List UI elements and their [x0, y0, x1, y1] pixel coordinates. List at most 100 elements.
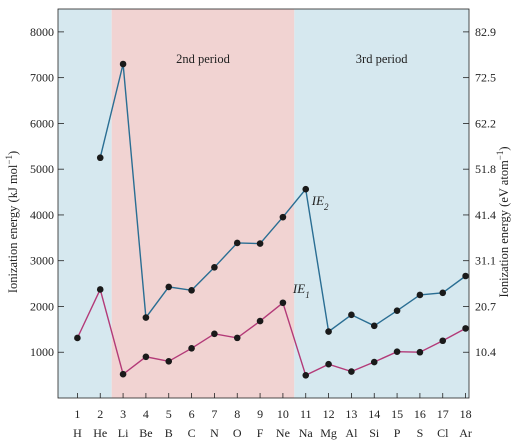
x-axis-symbol-label: N — [210, 426, 219, 440]
left-axis-title-superscript: −1 — [4, 155, 14, 165]
right-axis-title-main: Ionization energy (eV atom — [497, 160, 511, 298]
right-axis-tick-label: 51.8 — [475, 162, 496, 176]
data-point — [188, 287, 195, 294]
right-axis-tick-label: 72.5 — [475, 71, 496, 85]
x-axis-number-label: 15 — [391, 407, 403, 421]
left-axis-tick-label: 2000 — [30, 299, 54, 313]
data-point — [393, 348, 401, 355]
right-axis-tick-label: 31.1 — [475, 254, 496, 268]
x-axis-symbol-label: C — [188, 426, 196, 440]
x-axis-number-label: 13 — [345, 407, 357, 421]
period-band — [58, 9, 112, 398]
data-point — [370, 322, 378, 330]
x-axis-number-label: 2 — [97, 407, 103, 421]
x-axis-symbol-label: Si — [369, 426, 380, 440]
right-axis-tick-label: 82.9 — [475, 25, 496, 39]
data-point — [119, 60, 127, 68]
left-axis-title: Ionization energy (kJ mol−1) — [4, 151, 20, 293]
x-axis-number-label: 14 — [368, 407, 380, 421]
left-axis-title-main: Ionization energy (kJ mol — [6, 164, 20, 293]
data-point — [348, 368, 355, 375]
x-axis-symbol-label: Be — [139, 426, 152, 440]
x-axis-symbol-label: O — [233, 426, 242, 440]
left-axis-tick-label: 5000 — [30, 162, 54, 176]
data-point — [279, 213, 287, 221]
right-axis-tick-label: 10.4 — [475, 345, 496, 359]
series-label: IE2 — [311, 193, 329, 212]
series-line — [76, 287, 466, 377]
data-point — [302, 372, 310, 379]
x-axis-number-label: 8 — [234, 407, 240, 421]
x-axis-number-label: 12 — [323, 407, 335, 421]
data-point — [416, 348, 424, 356]
right-axis-title-end: ) — [497, 146, 511, 150]
data-point — [462, 272, 469, 280]
data-point — [96, 286, 104, 293]
data-point — [96, 154, 104, 162]
series-label-name: IE — [311, 193, 324, 208]
left-axis-tick-label: 6000 — [30, 116, 54, 130]
text-labels: 2nd period 3rd period 1000 2000 3000 4000 5000… — [4, 25, 511, 440]
right-axis-title-superscript: −1 — [495, 151, 505, 161]
data-point — [74, 334, 81, 342]
data-point — [325, 328, 332, 335]
series-label-name: IE — [292, 281, 305, 296]
x-axis-symbol-label: F — [257, 426, 264, 440]
x-axis-number-label: 17 — [437, 407, 449, 421]
x-axis-symbol-label: H — [73, 426, 82, 440]
data-point — [348, 311, 355, 319]
data-point — [165, 358, 173, 365]
data-point — [142, 314, 150, 321]
x-axis-number-label: 10 — [277, 407, 289, 421]
x-axis-symbol-label: Al — [345, 426, 358, 440]
data-point — [325, 360, 332, 368]
left-axis-tick-label: 4000 — [30, 208, 54, 222]
data-point — [256, 317, 264, 325]
x-axis-symbol-label: Ne — [276, 426, 290, 440]
data-points — [74, 60, 469, 379]
data-point — [302, 185, 310, 193]
data-point — [370, 358, 378, 366]
data-point — [393, 307, 401, 315]
data-point — [439, 289, 447, 297]
x-axis-number-label: 6 — [189, 407, 195, 421]
left-axis-tick-label: 8000 — [30, 25, 54, 39]
data-point — [256, 240, 264, 247]
x-axis-number-label: 16 — [414, 407, 426, 421]
x-axis-number-label: 4 — [143, 407, 149, 421]
series-label: IE1 — [292, 281, 310, 300]
x-axis-symbol-label: Na — [299, 426, 314, 440]
data-point — [142, 353, 150, 361]
left-axis-title-end: ) — [6, 151, 20, 155]
left-axis-tick-label: 1000 — [30, 345, 54, 359]
right-axis-tick-label: 41.4 — [475, 208, 496, 222]
period-label: 2nd period — [176, 52, 231, 66]
data-point — [211, 330, 218, 338]
left-axis-tick-label: 3000 — [30, 254, 54, 268]
data-point — [233, 239, 241, 247]
period-band — [111, 9, 295, 398]
x-axis-symbol-label: Cl — [437, 426, 449, 440]
data-point — [416, 291, 424, 299]
plot-frame — [57, 8, 470, 399]
data-point — [119, 370, 127, 378]
data-point — [165, 283, 173, 291]
x-axis-symbol-label: P — [394, 426, 401, 440]
period-label: 3rd period — [356, 52, 408, 66]
right-axis-tick-label: 62.2 — [475, 116, 496, 130]
x-axis-number-label: 5 — [166, 407, 172, 421]
x-axis-symbol-label: Ar — [459, 426, 472, 440]
x-axis-number-label: 3 — [120, 407, 126, 421]
x-axis-number-label: 9 — [257, 407, 263, 421]
data-point — [439, 337, 447, 345]
data-point — [211, 263, 218, 271]
x-axis-number-label: 11 — [300, 407, 312, 421]
axes — [57, 8, 470, 399]
series-label-subscript: 2 — [324, 202, 329, 212]
data-point — [188, 344, 195, 352]
right-axis-tick-label: 20.7 — [475, 299, 496, 313]
data-point — [462, 325, 469, 332]
x-axis-symbol-label: Mg — [320, 426, 337, 440]
right-axis-title: Ionization energy (eV atom−1) — [495, 146, 511, 297]
